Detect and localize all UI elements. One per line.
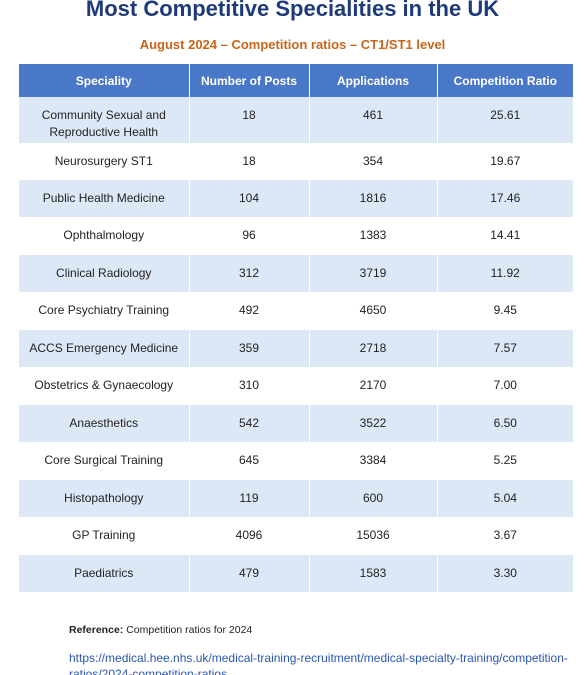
cell-competition-ratio: 25.61 <box>437 97 573 143</box>
cell-speciality: Obstetrics & Gynaecology <box>19 367 190 405</box>
cell-applications: 1583 <box>309 555 438 592</box>
reference-line: Reference: Competition ratios for 2024 <box>69 624 252 636</box>
cell-speciality: Neurosurgery ST1 <box>19 143 190 180</box>
table-body: Community Sexual and Reproductive Health… <box>19 97 573 592</box>
table-row: Public Health Medicine 104 1816 17.46 <box>19 180 573 217</box>
cell-competition-ratio: 17.46 <box>437 180 573 217</box>
cell-applications: 3719 <box>309 255 438 292</box>
cell-speciality: Core Psychiatry Training <box>19 292 190 330</box>
competition-table: Speciality Number of Posts Applications … <box>19 64 573 592</box>
cell-speciality: Ophthalmology <box>19 217 190 255</box>
page-subtitle: August 2024 – Competition ratios – CT1/S… <box>139 37 446 52</box>
table-row: Core Surgical Training 645 3384 5.25 <box>19 442 573 480</box>
cell-number-of-posts: 312 <box>189 255 310 292</box>
cell-competition-ratio: 6.50 <box>437 405 573 442</box>
reference-label: Reference: <box>69 624 124 636</box>
table-row: Ophthalmology 96 1383 14.41 <box>19 217 573 255</box>
cell-competition-ratio: 7.57 <box>437 330 573 367</box>
cell-speciality: GP Training <box>19 517 190 555</box>
cell-number-of-posts: 4096 <box>189 517 310 555</box>
cell-number-of-posts: 492 <box>189 292 310 330</box>
page-title: Most Competitive Specialities in the UK <box>85 0 500 21</box>
cell-number-of-posts: 96 <box>189 217 310 255</box>
cell-number-of-posts: 310 <box>189 367 310 405</box>
reference-text: Competition ratios for 2024 <box>126 624 253 636</box>
cell-applications: 3384 <box>309 442 438 480</box>
cell-applications: 3522 <box>309 405 438 442</box>
table-row: Neurosurgery ST1 18 354 19.67 <box>19 143 573 180</box>
cell-speciality: Histopathology <box>19 480 190 517</box>
table-row: Obstetrics & Gynaecology 310 2170 7.00 <box>19 367 573 405</box>
table-row: ACCS Emergency Medicine 359 2718 7.57 <box>19 330 573 367</box>
cell-number-of-posts: 479 <box>189 555 310 592</box>
cell-applications: 461 <box>309 97 438 143</box>
cell-speciality: ACCS Emergency Medicine <box>19 330 190 367</box>
cell-applications: 15036 <box>309 517 438 555</box>
cell-competition-ratio: 5.04 <box>437 480 573 517</box>
cell-applications: 4650 <box>309 292 438 330</box>
header-applications: Applications <box>309 64 438 97</box>
table-row: Community Sexual and Reproductive Health… <box>19 97 573 143</box>
cell-competition-ratio: 3.30 <box>437 555 573 592</box>
table-header-row: Speciality Number of Posts Applications … <box>19 64 573 97</box>
header-speciality: Speciality <box>19 64 190 97</box>
cell-number-of-posts: 645 <box>189 442 310 480</box>
cell-competition-ratio: 7.00 <box>437 367 573 405</box>
cell-speciality: Clinical Radiology <box>19 255 190 292</box>
cell-applications: 2718 <box>309 330 438 367</box>
cell-number-of-posts: 542 <box>189 405 310 442</box>
cell-competition-ratio: 3.67 <box>437 517 573 555</box>
cell-number-of-posts: 104 <box>189 180 310 217</box>
cell-applications: 1816 <box>309 180 438 217</box>
cell-competition-ratio: 5.25 <box>437 442 573 480</box>
table-row: Clinical Radiology 312 3719 11.92 <box>19 255 573 292</box>
table-row: Anaesthetics 542 3522 6.50 <box>19 405 573 442</box>
cell-number-of-posts: 18 <box>189 143 310 180</box>
header-competition-ratio: Competition Ratio <box>437 64 573 97</box>
table-row: GP Training 4096 15036 3.67 <box>19 517 573 555</box>
cell-speciality: Paediatrics <box>19 555 190 592</box>
cell-competition-ratio: 19.67 <box>437 143 573 180</box>
table-row: Histopathology 119 600 5.04 <box>19 480 573 517</box>
header-number-of-posts: Number of Posts <box>189 64 310 97</box>
cell-speciality: Public Health Medicine <box>19 180 190 217</box>
cell-number-of-posts: 18 <box>189 97 310 143</box>
cell-competition-ratio: 9.45 <box>437 292 573 330</box>
cell-speciality: Core Surgical Training <box>19 442 190 480</box>
cell-applications: 354 <box>309 143 438 180</box>
table-row: Core Psychiatry Training 492 4650 9.45 <box>19 292 573 330</box>
reference-link[interactable]: https://medical.hee.nhs.uk/medical-train… <box>69 651 568 675</box>
cell-applications: 1383 <box>309 217 438 255</box>
cell-applications: 600 <box>309 480 438 517</box>
cell-speciality: Community Sexual and Reproductive Health <box>19 97 190 143</box>
cell-competition-ratio: 11.92 <box>437 255 573 292</box>
cell-competition-ratio: 14.41 <box>437 217 573 255</box>
table-row: Paediatrics 479 1583 3.30 <box>19 555 573 592</box>
cell-applications: 2170 <box>309 367 438 405</box>
cell-number-of-posts: 119 <box>189 480 310 517</box>
cell-number-of-posts: 359 <box>189 330 310 367</box>
cell-speciality: Anaesthetics <box>19 405 190 442</box>
